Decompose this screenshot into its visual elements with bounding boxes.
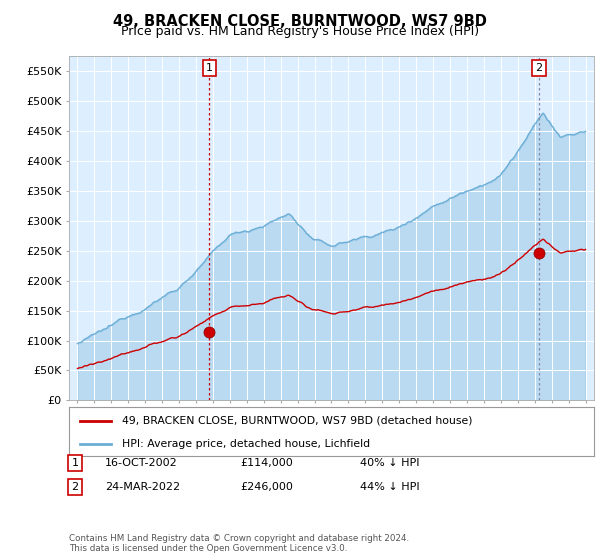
Text: £246,000: £246,000 — [240, 482, 293, 492]
Text: 49, BRACKEN CLOSE, BURNTWOOD, WS7 9BD: 49, BRACKEN CLOSE, BURNTWOOD, WS7 9BD — [113, 14, 487, 29]
Text: 49, BRACKEN CLOSE, BURNTWOOD, WS7 9BD (detached house): 49, BRACKEN CLOSE, BURNTWOOD, WS7 9BD (d… — [121, 416, 472, 426]
Text: Contains HM Land Registry data © Crown copyright and database right 2024.
This d: Contains HM Land Registry data © Crown c… — [69, 534, 409, 553]
Text: 40% ↓ HPI: 40% ↓ HPI — [360, 458, 419, 468]
Text: 1: 1 — [71, 458, 79, 468]
Text: 2: 2 — [71, 482, 79, 492]
Text: 1: 1 — [206, 63, 213, 73]
Text: 24-MAR-2022: 24-MAR-2022 — [105, 482, 180, 492]
Text: Price paid vs. HM Land Registry's House Price Index (HPI): Price paid vs. HM Land Registry's House … — [121, 25, 479, 38]
Text: £114,000: £114,000 — [240, 458, 293, 468]
Text: 2: 2 — [535, 63, 542, 73]
Text: 16-OCT-2002: 16-OCT-2002 — [105, 458, 178, 468]
Text: HPI: Average price, detached house, Lichfield: HPI: Average price, detached house, Lich… — [121, 438, 370, 449]
Text: 44% ↓ HPI: 44% ↓ HPI — [360, 482, 419, 492]
